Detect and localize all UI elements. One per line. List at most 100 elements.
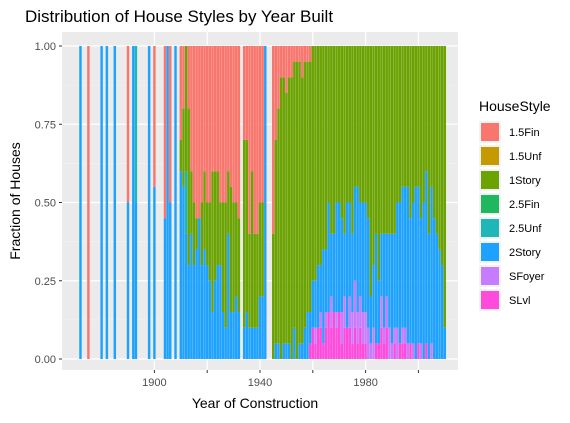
bar-segment-1.5Fin-1929 bbox=[229, 46, 233, 187]
bar-segment-2Story-1976 bbox=[353, 186, 357, 281]
chart-title: Distribution of House Styles by Year Bui… bbox=[25, 7, 333, 26]
bar-segment-2Story-1872 bbox=[79, 46, 82, 359]
bar-segment-1Story-1953 bbox=[293, 61, 296, 328]
bar-segment-2Story-1964 bbox=[322, 249, 325, 344]
bar-segment-SLvl-1971 bbox=[340, 343, 344, 359]
bar-segment-1Story-1925 bbox=[219, 202, 222, 266]
bar-segment-1Story-1976 bbox=[353, 46, 357, 187]
bar-segment-2Story-2000 bbox=[417, 186, 420, 344]
bar-segment-2Story-1922 bbox=[211, 312, 214, 359]
bar-segment-2Story-1937 bbox=[250, 327, 254, 359]
bar-segment-SFoyer-2001 bbox=[419, 343, 423, 359]
legend-label: 2.5Unf bbox=[509, 223, 542, 235]
x-tick-label: 1980 bbox=[353, 377, 377, 389]
bar-segment-1Story-1914 bbox=[190, 171, 193, 234]
bar-segment-SFoyer-1986 bbox=[380, 296, 383, 328]
bar-segment-1.5Fin-1930 bbox=[232, 46, 235, 203]
legend-items: 1.5Fin 1.5Unf 1Story 2.5Fin 2.5Unf 2Story SFoy… bbox=[479, 121, 545, 311]
y-tick-label: 0.50 bbox=[35, 198, 56, 210]
legend-label: 1Story bbox=[509, 175, 541, 187]
bar-segment-SLvl-1961 bbox=[314, 343, 317, 359]
bar-segment-1.5Fin-1911 bbox=[182, 46, 185, 109]
y-tick-label: 0.00 bbox=[35, 354, 56, 366]
bar-segment-1Story-1989 bbox=[388, 46, 391, 234]
bar-segment-1Story-1963 bbox=[319, 46, 322, 266]
bar-segment-SFoyer-1969 bbox=[335, 312, 338, 328]
bar-segment-1.5Fin-1949 bbox=[282, 46, 285, 78]
bar-segment-SFoyer-1983 bbox=[372, 327, 375, 359]
bar-segment-2Story-1975 bbox=[351, 233, 354, 313]
bar-segment-1.5Fin-1924 bbox=[216, 46, 219, 172]
bar-segment-1Story-1995 bbox=[403, 46, 407, 187]
bar-segment-SLvl-1988 bbox=[385, 327, 388, 359]
bar-segment-1.5Fin-1932 bbox=[237, 46, 241, 219]
bar-segment-1Story-1990 bbox=[390, 46, 394, 234]
bar-segment-1Story-1912 bbox=[184, 46, 188, 172]
bar-segment-2Story-1988 bbox=[385, 233, 388, 297]
bar-segment-SLvl-1970 bbox=[337, 312, 341, 359]
bar-segment-2Story-1974 bbox=[348, 202, 351, 297]
legend-swatch bbox=[481, 171, 499, 189]
bar-segment-1Story-2000 bbox=[417, 46, 420, 187]
bar-segment-1Story-2007 bbox=[435, 46, 439, 234]
bar-segment-SFoyer-1976 bbox=[353, 280, 357, 328]
legend-swatch bbox=[481, 123, 499, 141]
bar-segment-1.5Fin-1921 bbox=[208, 46, 212, 203]
legend-label: 2.5Fin bbox=[509, 199, 540, 211]
bar-segment-2Story-1947 bbox=[277, 343, 280, 359]
bar-segment-1Story-1982 bbox=[369, 46, 373, 297]
bar-segment-SFoyer-1989 bbox=[388, 327, 391, 359]
bar-segment-1.5Fin-1952 bbox=[290, 46, 293, 78]
bar-segment-2Story-1969 bbox=[335, 202, 338, 313]
bar-segment-1.5Fin-1951 bbox=[287, 46, 291, 78]
bar-segment-1Story-1926 bbox=[221, 202, 225, 313]
bar-segment-1.5Fin-1922 bbox=[211, 46, 214, 172]
bar-segment-1Story-1931 bbox=[235, 202, 238, 297]
legend-swatch bbox=[481, 195, 499, 213]
bar-segment-SLvl-1995 bbox=[403, 343, 407, 359]
bar-segment-2Story-1950 bbox=[285, 343, 288, 359]
bar-segment-2Story-1898 bbox=[147, 46, 151, 359]
bar-segment-SLvl-1967 bbox=[330, 327, 333, 359]
bar-segment-1Story-2003 bbox=[425, 46, 428, 172]
bar-segment-2Story-1893 bbox=[134, 202, 138, 359]
bar-segment-SLvl-1977 bbox=[356, 343, 359, 359]
bar-segment-SLvl-1965 bbox=[324, 327, 328, 359]
bar-segment-1Story-1928 bbox=[227, 171, 230, 234]
bar-segment-2Story-2001 bbox=[419, 218, 423, 344]
bar-segment-1Story-1967 bbox=[330, 46, 333, 234]
bar-segment-2Story-1910 bbox=[179, 171, 183, 359]
bar-segment-SFoyer-1980 bbox=[364, 312, 367, 344]
bar-segment-1Story-1922 bbox=[211, 171, 214, 313]
bar-segment-1Story-1919 bbox=[203, 171, 206, 250]
bar-segment-1Story-1949 bbox=[282, 77, 285, 344]
bar-segment-SFoyer-1992 bbox=[396, 327, 399, 359]
x-tick-label: 1940 bbox=[248, 377, 272, 389]
bar-segment-2Story-2007 bbox=[435, 233, 439, 359]
bar-segment-1Story-1932 bbox=[237, 218, 241, 313]
bar-segment-2Story-1967 bbox=[330, 233, 333, 297]
bar-segment-SLvl-1972 bbox=[343, 327, 346, 359]
bar-segment-1Story-2009 bbox=[440, 46, 444, 266]
legend-item-1.5Fin: 1.5Fin bbox=[479, 121, 540, 143]
legend-label: 1.5Fin bbox=[509, 127, 540, 139]
bar-segment-SLvl-1986 bbox=[380, 327, 383, 359]
bar-segment-1Story-1992 bbox=[396, 46, 399, 203]
bar-segment-1.5Fin-1935 bbox=[245, 46, 249, 140]
bar-segment-2Story-1934 bbox=[242, 327, 246, 359]
bar-segment-2Story-1906 bbox=[169, 202, 172, 359]
bar-segment-1Story-1956 bbox=[301, 77, 304, 344]
bar-segment-SLvl-1969 bbox=[335, 327, 338, 359]
bar-segment-1Story-1935 bbox=[245, 139, 249, 313]
bar-segment-SLvl-1976 bbox=[353, 327, 357, 359]
bar-segment-SLvl-1973 bbox=[345, 327, 349, 359]
bar-segment-1.5Fin-1955 bbox=[298, 46, 301, 62]
bar-segment-2Story-1995 bbox=[403, 186, 407, 328]
legend-label: 2Story bbox=[509, 247, 541, 259]
bar-segment-1Story-2006 bbox=[433, 46, 436, 219]
bar-segment-2Story-1951 bbox=[287, 343, 291, 359]
bar-segment-1Story-1913 bbox=[187, 108, 190, 266]
bar-segment-1.5Fin-1928 bbox=[227, 46, 230, 172]
bar-segment-2Story-1935 bbox=[245, 312, 249, 359]
